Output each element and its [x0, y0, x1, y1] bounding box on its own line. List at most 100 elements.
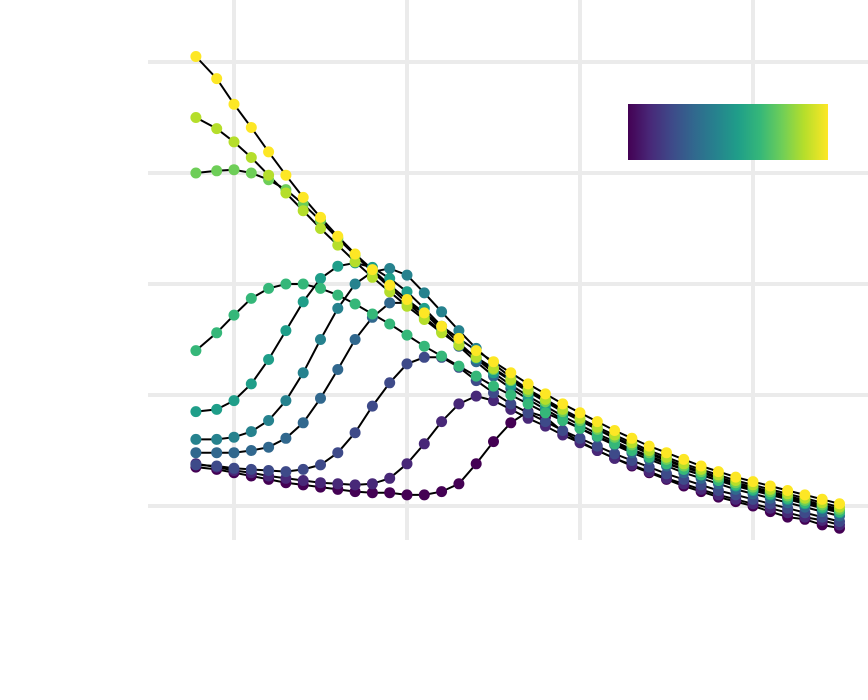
point-s0-10: [366, 487, 378, 499]
point-s9-20: [539, 388, 551, 400]
point-s6-20: [539, 407, 551, 419]
point-s9-37: [834, 498, 845, 510]
series-line-7: [195, 168, 840, 511]
point-s4-0: [190, 433, 202, 445]
point-s9-34: [782, 485, 794, 496]
point-s0-17: [488, 436, 499, 448]
point-s7-1: [211, 165, 223, 177]
point-s9-14: [436, 320, 448, 332]
point-s0-14: [436, 486, 448, 498]
point-s8-10: [366, 271, 378, 283]
point-s0-13: [418, 489, 430, 501]
point-s3-2: [228, 447, 240, 459]
point-s3-8: [332, 364, 344, 375]
point-s6-2: [228, 309, 240, 321]
point-s3-6: [297, 417, 309, 429]
point-s5-0: [190, 406, 202, 418]
point-s2-7: [315, 459, 326, 471]
point-s6-11: [384, 318, 396, 330]
point-s9-24: [609, 425, 621, 436]
point-s3-9: [349, 334, 361, 345]
point-s2-6: [297, 463, 309, 475]
point-s8-3: [245, 152, 257, 163]
point-s1-7: [315, 477, 326, 489]
point-s3-0: [190, 447, 202, 459]
point-s5-7: [315, 273, 326, 284]
point-s6-4: [263, 282, 275, 294]
point-s9-0: [190, 51, 202, 62]
series-line-8: [195, 116, 840, 509]
point-s0-12: [401, 489, 413, 501]
point-s2-19: [522, 407, 534, 419]
series-line-5: [195, 261, 840, 514]
point-s4-14: [436, 306, 448, 318]
point-s8-9: [349, 256, 361, 268]
point-s7-2: [228, 164, 240, 176]
point-s2-22: [574, 432, 586, 444]
point-s6-13: [418, 340, 430, 352]
point-s5-4: [263, 354, 275, 365]
point-s9-19: [522, 378, 534, 390]
point-s6-14: [436, 350, 448, 362]
point-s6-8: [332, 289, 344, 301]
point-s9-36: [816, 493, 828, 505]
point-s9-9: [349, 248, 361, 260]
point-s4-13: [418, 287, 430, 299]
point-s9-32: [747, 476, 759, 488]
point-s6-22: [574, 422, 586, 434]
point-s8-6: [297, 205, 309, 217]
point-s2-26: [643, 461, 655, 473]
point-s2-9: [349, 427, 361, 439]
point-s5-12: [401, 286, 413, 298]
point-s3-7: [315, 392, 326, 404]
point-s2-23: [591, 440, 603, 452]
point-s9-4: [263, 146, 275, 158]
point-s4-1: [211, 433, 223, 445]
point-s9-3: [245, 122, 257, 133]
point-s6-6: [297, 278, 309, 290]
point-s6-1: [211, 327, 223, 339]
point-s6-16: [470, 370, 482, 382]
point-s1-15: [453, 398, 465, 410]
point-s6-5: [280, 278, 292, 290]
point-s9-22: [574, 407, 586, 419]
point-s8-1: [211, 123, 223, 135]
point-s9-13: [418, 307, 430, 319]
point-s4-11: [384, 263, 396, 274]
point-s5-1: [211, 403, 223, 415]
point-s5-5: [280, 325, 292, 337]
point-s7-3: [245, 167, 257, 179]
point-s9-1: [211, 73, 223, 85]
point-s2-10: [366, 400, 378, 412]
point-s8-2: [228, 136, 240, 148]
point-s7-0: [190, 167, 202, 179]
point-s9-33: [764, 480, 776, 492]
point-s8-8: [332, 239, 344, 251]
point-s3-5: [280, 432, 292, 444]
grid: [148, 0, 868, 540]
point-s9-10: [366, 264, 378, 276]
point-s9-15: [453, 332, 465, 344]
point-s2-25: [626, 455, 638, 466]
point-s2-0: [190, 459, 202, 471]
point-s1-13: [418, 438, 430, 450]
point-s9-18: [505, 367, 517, 379]
point-s1-16: [470, 390, 482, 402]
point-s2-20: [539, 416, 551, 428]
point-s3-4: [263, 441, 275, 453]
point-s9-5: [280, 169, 292, 181]
point-s8-5: [280, 187, 292, 199]
point-s4-7: [315, 334, 326, 345]
point-s9-16: [470, 345, 482, 357]
point-s9-2: [228, 98, 240, 110]
point-s9-30: [712, 466, 724, 478]
point-s6-12: [401, 329, 413, 341]
point-s0-15: [453, 478, 465, 490]
colorbar-legend: [628, 104, 828, 160]
point-s9-12: [401, 294, 413, 305]
point-s9-7: [315, 211, 326, 223]
point-s1-8: [332, 478, 344, 490]
point-s9-8: [332, 230, 344, 242]
